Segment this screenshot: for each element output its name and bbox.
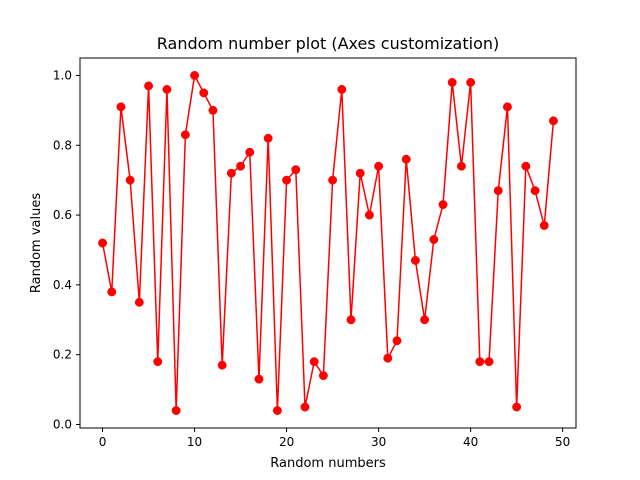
data-point (171, 406, 181, 415)
data-point (318, 371, 328, 381)
data-point (429, 235, 439, 244)
data-point (328, 175, 338, 185)
data-point (217, 360, 227, 370)
data-point (226, 168, 236, 178)
data-point (309, 357, 319, 367)
data-point (549, 116, 558, 126)
x-tick-label: 0 (99, 435, 107, 449)
x-tick-label: 40 (463, 435, 478, 449)
y-tick-label: 0.6 (53, 208, 72, 222)
data-point (364, 210, 374, 220)
data-point (438, 200, 448, 210)
data-point (374, 161, 384, 171)
data-point (282, 175, 292, 185)
data-point (410, 256, 420, 265)
data-point (190, 71, 200, 80)
data-point (162, 84, 172, 94)
data-point (144, 81, 154, 91)
y-tick-label: 0.4 (53, 278, 72, 292)
plot-area (98, 71, 558, 415)
y-axis: 0.0 0.2 0.4 0.6 0.8 1.0 (53, 68, 80, 432)
data-point (153, 357, 163, 367)
data-point (291, 165, 301, 175)
data-point (355, 168, 365, 178)
data-point (272, 406, 282, 415)
y-axis-label: Random values (29, 193, 44, 293)
data-point (134, 297, 144, 307)
data-point (116, 102, 126, 112)
axes-frame (79, 57, 577, 429)
data-point (420, 315, 430, 325)
data-point (539, 221, 549, 231)
data-point (98, 238, 108, 248)
x-axis-label: Random numbers (270, 456, 386, 471)
data-point (208, 105, 218, 115)
data-point (401, 154, 411, 164)
data-point (502, 102, 512, 112)
data-point (521, 161, 531, 171)
data-point (512, 402, 522, 412)
data-point (236, 161, 246, 171)
series-line (101, 74, 555, 412)
y-tick-label: 1.0 (53, 68, 72, 82)
data-point (466, 77, 476, 87)
data-point (383, 353, 393, 363)
y-tick-label: 0.2 (53, 348, 72, 362)
data-point (530, 186, 540, 196)
data-point (484, 357, 494, 367)
data-point (392, 336, 402, 346)
data-point (180, 130, 190, 140)
data-point (337, 84, 347, 94)
x-tick-label: 10 (187, 435, 202, 449)
y-tick-label: 0.8 (53, 138, 72, 152)
data-point (254, 374, 264, 384)
data-point (447, 77, 457, 87)
y-tick-label: 0.0 (53, 418, 72, 432)
data-point (493, 186, 503, 196)
data-point (475, 357, 485, 367)
x-tick-label: 20 (279, 435, 294, 449)
data-point (263, 133, 273, 143)
data-point (346, 315, 356, 325)
data-point (107, 287, 117, 297)
data-point (456, 161, 466, 171)
data-point (245, 147, 255, 157)
data-point (199, 88, 209, 98)
data-point (300, 402, 310, 412)
x-tick-label: 30 (371, 435, 386, 449)
x-tick-label: 50 (555, 435, 570, 449)
data-point (125, 175, 135, 185)
chart-title: Random number plot (Axes customization) (157, 34, 500, 53)
x-axis: 0 10 20 30 40 50 (99, 428, 570, 449)
